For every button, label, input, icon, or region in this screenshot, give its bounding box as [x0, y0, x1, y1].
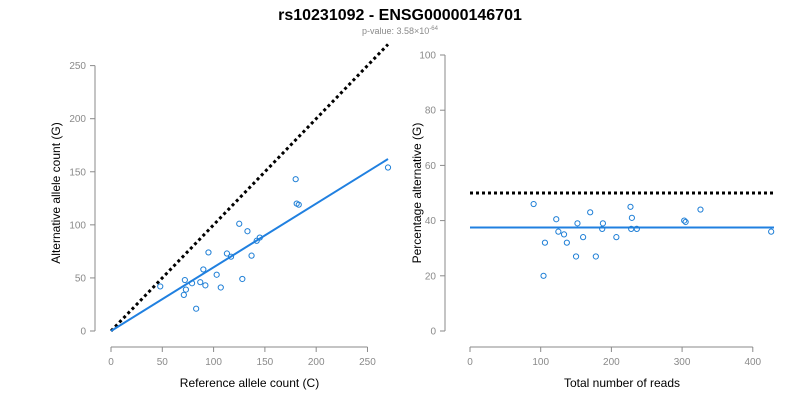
data-point [295, 201, 302, 208]
y-tick-label: 150 [69, 167, 86, 178]
data-point [587, 209, 594, 216]
data-point [580, 234, 587, 241]
allele-count-scatter-panel: 0 50 100 150 200 250 0 50 100 150 200 250 Reference … [49, 43, 392, 390]
data-point [541, 239, 549, 246]
data-point [223, 250, 231, 257]
data-point [627, 203, 634, 210]
data-point [193, 305, 200, 312]
data-point [188, 280, 196, 287]
data-point [205, 249, 212, 256]
data-point [157, 283, 164, 290]
percentage-alternative-scatter-panel: 0 100 200 300 400 0 20 40 60 80 100 Total number of… [410, 51, 775, 390]
x-tick-label: 50 [157, 357, 169, 368]
x-tick-label: 150 [257, 357, 274, 368]
y-axis-title: Alternative allele count (G) [49, 122, 63, 263]
y-tick-label: 250 [69, 61, 86, 72]
x-tick-label: 100 [205, 357, 222, 368]
data-point [574, 220, 581, 227]
data-point [227, 253, 235, 260]
fit-line [110, 158, 389, 332]
data-point [560, 231, 568, 238]
x-tick-label: 100 [532, 357, 549, 368]
data-point [384, 164, 392, 171]
data-point [592, 253, 599, 260]
chart-title: rs10231092 - ENSG00000146701 [278, 7, 522, 24]
data-point [572, 253, 580, 260]
y-tick-label: 80 [425, 106, 437, 117]
data-point [613, 234, 620, 241]
data-point [244, 228, 251, 235]
y-axis-title: Percentage alternative (G) [410, 123, 424, 264]
data-point [553, 216, 560, 223]
x-tick-label: 0 [108, 357, 114, 368]
data-point [213, 271, 220, 278]
data-point [563, 239, 570, 246]
y-tick-label: 0 [430, 327, 436, 338]
data-point [555, 228, 562, 235]
y-tick-label: 100 [69, 220, 86, 231]
data-point [697, 206, 704, 213]
y-tick-label: 0 [80, 327, 86, 338]
data-point [628, 214, 635, 221]
y-tick-label: 100 [419, 51, 436, 62]
data-point [682, 218, 689, 226]
data-point [217, 284, 224, 291]
x-tick-label: 400 [744, 357, 761, 368]
y-tick-label: 200 [69, 114, 86, 125]
data-point [530, 200, 537, 208]
y-tick-label: 60 [425, 161, 437, 172]
data-point [181, 276, 188, 284]
y-tick-label: 20 [425, 271, 437, 282]
data-point [202, 282, 209, 289]
data-point [236, 220, 243, 227]
x-tick-label: 300 [674, 357, 691, 368]
y-tick-label: 50 [75, 273, 87, 284]
data-point [768, 228, 775, 235]
data-point [197, 279, 204, 286]
x-tick-label: 200 [308, 357, 325, 368]
data-point [200, 266, 207, 273]
data-point [256, 234, 263, 241]
data-point [182, 286, 189, 293]
data-point [253, 237, 260, 244]
p-value-exponent: -64 [429, 26, 438, 32]
data-point [540, 272, 547, 279]
data-point [633, 225, 640, 232]
data-point [292, 176, 299, 183]
x-axis-title: Total number of reads [564, 376, 680, 390]
data-point [599, 220, 607, 227]
x-tick-label: 0 [467, 357, 473, 368]
p-value-text: p-value: 3.58×10 [362, 26, 429, 36]
y-tick-label: 40 [425, 216, 437, 227]
x-axis-title: Reference allele count (C) [180, 376, 319, 390]
data-point [180, 291, 187, 299]
x-tick-label: 250 [359, 357, 376, 368]
x-tick-label: 200 [603, 357, 620, 368]
p-value-subtitle: p-value: 3.58×10-64 [362, 26, 439, 36]
data-point [239, 275, 246, 283]
reference-line [109, 43, 390, 333]
data-point [248, 252, 255, 259]
data-point [681, 217, 688, 224]
